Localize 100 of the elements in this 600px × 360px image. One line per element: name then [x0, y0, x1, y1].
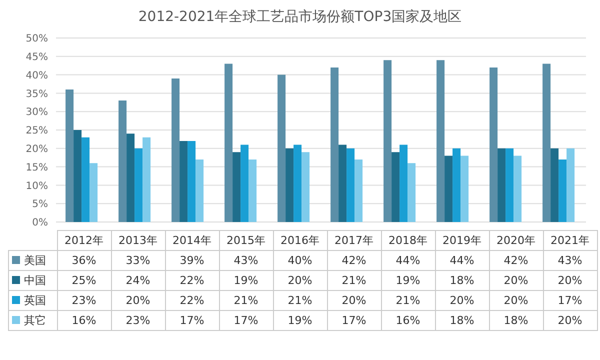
- bar: [436, 60, 445, 222]
- y-tick-label: 15%: [26, 162, 48, 174]
- bar: [74, 130, 82, 222]
- bar: [232, 152, 241, 222]
- bar: [126, 134, 135, 222]
- x-tick-label: 2015年: [219, 230, 273, 250]
- bar: [330, 67, 339, 222]
- bar: [354, 159, 363, 222]
- data-label: 23%: [57, 290, 111, 310]
- data-label: 17%: [219, 310, 273, 330]
- x-tick-label: 2013年: [111, 230, 165, 250]
- data-label: 19%: [381, 270, 435, 290]
- data-label: 21%: [219, 290, 273, 310]
- data-label: 43%: [219, 250, 273, 270]
- data-label: 44%: [435, 250, 489, 270]
- data-label: 20%: [111, 290, 165, 310]
- bar: [550, 148, 559, 222]
- y-tick-label: 20%: [26, 144, 48, 155]
- data-label: 16%: [381, 310, 435, 330]
- data-label: 36%: [57, 250, 111, 270]
- data-label: 17%: [327, 310, 381, 330]
- bar: [514, 156, 522, 222]
- data-label: 21%: [381, 290, 435, 310]
- x-tick-label: 2016年: [273, 230, 327, 250]
- data-label: 39%: [165, 250, 219, 270]
- bar: [224, 64, 233, 222]
- data-label: 24%: [111, 270, 165, 290]
- bar: [302, 152, 310, 222]
- data-label: 22%: [165, 290, 219, 310]
- x-tick-label: 2021年: [543, 230, 597, 250]
- x-tick-label: 2019年: [435, 230, 489, 250]
- bar: [558, 159, 567, 222]
- chart-title: 2012-2021年全球工艺品市场份额TOP3国家及地区: [137, 8, 463, 27]
- data-label: 23%: [111, 310, 165, 330]
- bar: [142, 137, 151, 222]
- bar: [278, 74, 286, 222]
- bar: [384, 60, 392, 222]
- bar: [240, 144, 249, 222]
- bar: [82, 137, 90, 222]
- bar: [294, 144, 302, 222]
- data-label: 20%: [273, 270, 327, 290]
- bar: [498, 148, 506, 222]
- bar: [172, 78, 180, 222]
- bar: [248, 159, 257, 222]
- data-label: 33%: [111, 250, 165, 270]
- data-label: 20%: [435, 290, 489, 310]
- x-tick-label: 2020年: [489, 230, 543, 250]
- y-tick-label: 50%: [26, 34, 48, 45]
- bar: [490, 67, 498, 222]
- data-label: 20%: [543, 310, 597, 330]
- legend-label: 英国: [8, 290, 57, 310]
- data-label: 44%: [381, 250, 435, 270]
- data-label: 20%: [327, 290, 381, 310]
- data-label: 19%: [273, 310, 327, 330]
- data-label: 25%: [57, 270, 111, 290]
- data-label: 17%: [543, 290, 597, 310]
- x-tick-label: 2018年: [381, 230, 435, 250]
- bar: [90, 163, 98, 222]
- bar: [134, 148, 143, 222]
- data-label: 16%: [57, 310, 111, 330]
- bar: [338, 144, 347, 222]
- legend-label: 其它: [8, 310, 57, 330]
- data-label: 21%: [327, 270, 381, 290]
- bar: [118, 100, 127, 222]
- y-tick-label: 0%: [32, 218, 48, 229]
- data-label: 42%: [327, 250, 381, 270]
- bar: [188, 141, 196, 222]
- bar: [452, 148, 461, 222]
- y-tick-label: 35%: [26, 88, 48, 100]
- data-label: 17%: [165, 310, 219, 330]
- data-label: 18%: [435, 270, 489, 290]
- bar: [506, 148, 514, 222]
- data-label: 42%: [489, 250, 543, 270]
- data-label: 18%: [489, 310, 543, 330]
- legend-label: 美国: [8, 250, 57, 270]
- data-label: 20%: [489, 270, 543, 290]
- data-label: 43%: [543, 250, 597, 270]
- bar: [66, 90, 74, 222]
- bar: [444, 156, 453, 222]
- data-label: 18%: [435, 310, 489, 330]
- bar: [400, 144, 408, 222]
- bar: [542, 64, 551, 222]
- bar: [392, 152, 400, 222]
- bar: [196, 159, 204, 222]
- bar: [460, 156, 469, 222]
- bar: [408, 163, 416, 222]
- bar: [180, 141, 188, 222]
- y-tick-label: 10%: [26, 180, 48, 192]
- y-tick-label: 45%: [26, 52, 48, 63]
- x-tick-label: 2014年: [165, 230, 219, 250]
- data-label: 22%: [165, 270, 219, 290]
- bar: [566, 148, 575, 222]
- bar: [286, 148, 294, 222]
- y-tick-label: 5%: [32, 199, 48, 210]
- bar: [346, 148, 355, 222]
- data-label: 21%: [273, 290, 327, 310]
- y-tick-label: 40%: [26, 70, 48, 82]
- x-tick-label: 2012年: [57, 230, 111, 250]
- data-label: 19%: [219, 270, 273, 290]
- data-label: 20%: [489, 290, 543, 310]
